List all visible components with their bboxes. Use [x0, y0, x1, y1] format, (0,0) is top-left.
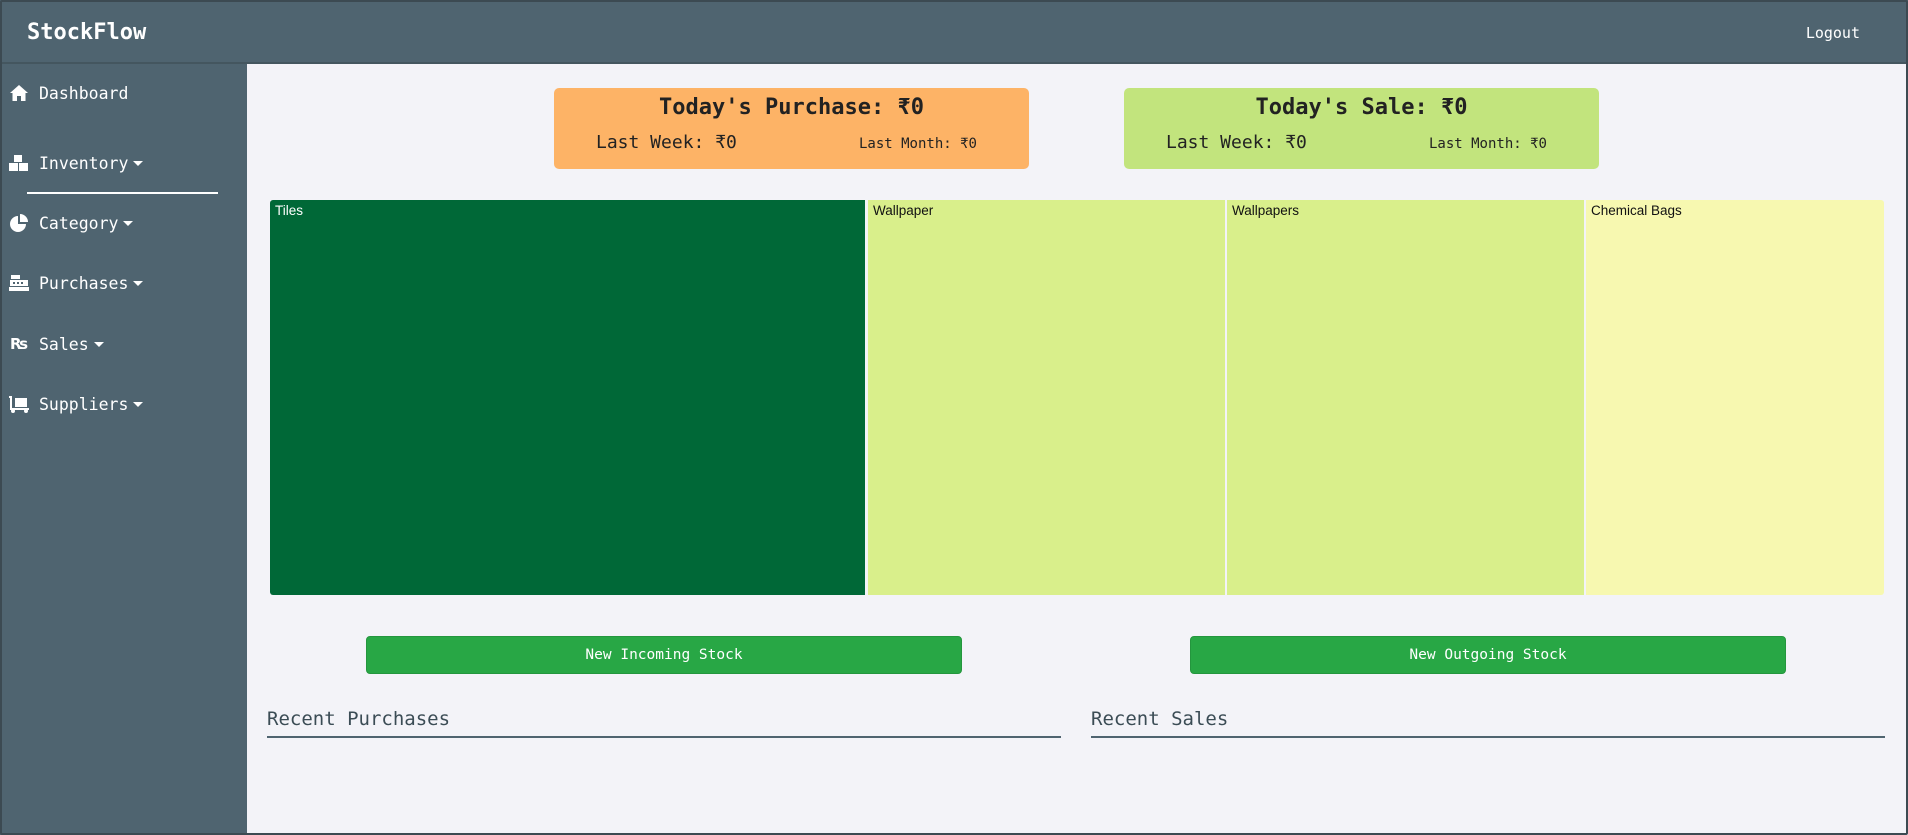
sidebar-item-label: Inventory [39, 153, 129, 173]
sidebar-item-suppliers[interactable]: Suppliers [8, 394, 144, 414]
chevron-down-icon [133, 401, 144, 407]
sidebar-divider [27, 192, 218, 194]
treemap-cell-label: Wallpapers [1232, 203, 1300, 218]
treemap-cell-wallpaper[interactable]: Wallpaper [868, 200, 1225, 595]
chevron-down-icon [123, 220, 134, 226]
treemap-cell-tiles[interactable]: Tiles [270, 200, 865, 595]
sidebar-item-label: Purchases [39, 273, 129, 293]
chevron-down-icon [133, 280, 144, 286]
dolly-icon [8, 394, 30, 414]
category-treemap: Tiles Wallpaper Wallpapers Chemical Bags [270, 200, 1884, 595]
sidebar: Dashboard Inventory Category Purchases ₨… [0, 64, 247, 835]
pie-chart-icon [8, 213, 30, 233]
treemap-cell-wallpapers[interactable]: Wallpapers [1227, 200, 1584, 595]
todays-purchase-card: Today's Purchase: ₹0 Last Week: ₹0 Last … [554, 88, 1029, 169]
new-outgoing-stock-button[interactable]: New Outgoing Stock [1190, 636, 1786, 674]
brand-logo[interactable]: StockFlow [27, 20, 147, 45]
purchase-last-month: Last Month: ₹0 [858, 136, 977, 152]
boxes-icon [8, 153, 30, 173]
treemap-cell-label: Tiles [275, 203, 304, 218]
treemap-cell-chemical-bags[interactable]: Chemical Bags [1586, 200, 1884, 595]
cash-register-icon [8, 273, 30, 293]
chevron-down-icon [133, 160, 144, 166]
logout-link[interactable]: Logout [1805, 24, 1860, 42]
home-icon [8, 83, 30, 103]
recent-sales-heading: Recent Sales [1091, 708, 1885, 738]
sidebar-item-category[interactable]: Category [8, 213, 134, 233]
todays-sale-card: Today's Sale: ₹0 Last Week: ₹0 Last Mont… [1124, 88, 1599, 169]
sidebar-item-label: Sales [39, 334, 89, 354]
sidebar-item-label: Suppliers [39, 394, 129, 414]
top-navbar: StockFlow Logout [0, 0, 1908, 64]
sidebar-item-label: Dashboard [39, 83, 129, 103]
sidebar-item-inventory[interactable]: Inventory [8, 153, 144, 173]
sale-last-month: Last Month: ₹0 [1428, 136, 1547, 152]
sidebar-item-purchases[interactable]: Purchases [8, 273, 144, 293]
sidebar-item-sales[interactable]: ₨ Sales [8, 334, 104, 354]
recent-purchases-heading: Recent Purchases [267, 708, 1061, 738]
purchase-last-week: Last Week: ₹0 [596, 132, 737, 153]
todays-sale-title: Today's Sale: ₹0 [1255, 95, 1468, 120]
sale-last-week: Last Week: ₹0 [1166, 132, 1307, 153]
treemap-cell-label: Wallpaper [873, 203, 934, 218]
rupee-sign-icon: ₨ [9, 335, 29, 353]
new-incoming-stock-button[interactable]: New Incoming Stock [366, 636, 962, 674]
chevron-down-icon [93, 341, 104, 347]
todays-purchase-title: Today's Purchase: ₹0 [659, 95, 924, 120]
sidebar-item-label: Category [39, 213, 119, 233]
treemap-cell-label: Chemical Bags [1591, 203, 1682, 218]
sidebar-item-dashboard[interactable]: Dashboard [8, 83, 128, 103]
